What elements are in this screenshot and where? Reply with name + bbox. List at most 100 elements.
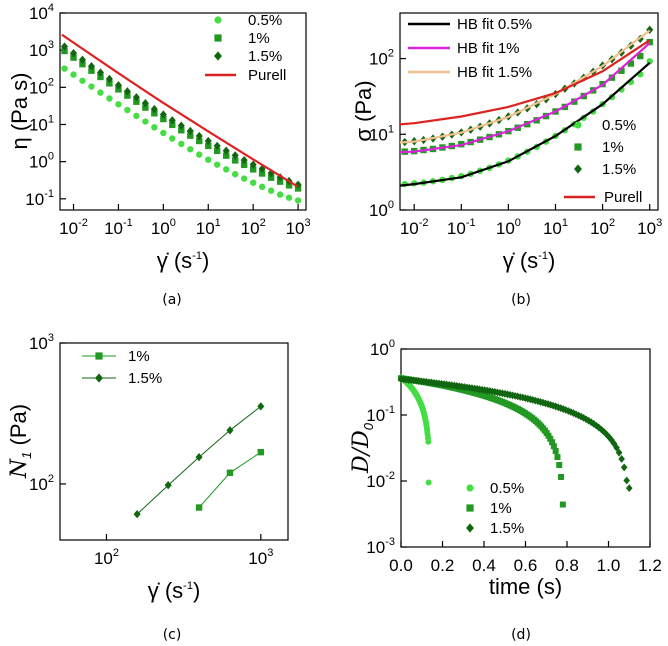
- plot-frame-a: [59, 12, 307, 211]
- legend-label-a-0: 0.5%: [248, 12, 282, 29]
- point-c-0-0: [195, 504, 203, 511]
- point-a-0-16: [205, 156, 212, 163]
- x-tick-label-a-2: 100: [151, 217, 176, 238]
- point-a-1-19: [232, 157, 239, 164]
- x-tick-label-a-5: 103: [286, 217, 311, 238]
- panel-b: 10-2 10-1 100 101 102 103 100 101 102 γ̇ (s-1) σ (…: [351, 12, 662, 273]
- point-d-0-89: [425, 438, 432, 445]
- legend-label-c-0: 1%: [128, 348, 150, 365]
- legend-marker-c-1: [95, 373, 103, 383]
- x-axis-label-a: γ̇ (s-1): [157, 248, 210, 273]
- point-d-2-86: [615, 448, 623, 457]
- point-a-1-10: [151, 110, 158, 117]
- point-a-0-4: [97, 89, 104, 96]
- legend-label-c-1: 1.5%: [128, 370, 162, 387]
- point-a-1-0: [61, 47, 68, 55]
- legend-marker-d-0: [466, 484, 474, 492]
- point-a-2-14: [186, 126, 194, 136]
- legend-label-b-6: Purell: [604, 189, 642, 206]
- legend-marker-b-1: [574, 143, 582, 151]
- point-a-0-9: [142, 118, 149, 125]
- point-a-2-21: [249, 160, 257, 169]
- point-a-0-24: [276, 191, 284, 198]
- point-a-2-13: [177, 121, 185, 130]
- x-tick-label-b-3: 101: [543, 217, 568, 238]
- point-a-1-22: [258, 170, 266, 177]
- x-tick-label-a-4: 102: [241, 217, 266, 238]
- x-tick-label-d-1: 0.2: [431, 556, 455, 575]
- legend-marker-b-2: [574, 164, 582, 174]
- point-a-0-12: [169, 135, 176, 142]
- point-a-1-11: [160, 115, 167, 123]
- caption-d: (d): [511, 627, 531, 643]
- point-a-0-3: [88, 83, 95, 90]
- legend-marker-d-2: [466, 523, 474, 533]
- x-tick-label-a-3: 101: [196, 217, 221, 238]
- point-a-1-17: [213, 147, 221, 155]
- legend-label-d-0: 0.5%: [490, 480, 524, 497]
- point-a-1-12: [169, 121, 176, 129]
- point-a-2-7: [123, 87, 131, 96]
- point-d-2-85: [613, 443, 620, 452]
- y-axis-label-c: N1 (Pa): [6, 404, 34, 479]
- point-a-2-11: [159, 110, 167, 119]
- point-d-2-88: [620, 463, 628, 472]
- y-axis-label-d: D/D0: [349, 422, 376, 474]
- plot-frame-d: [400, 348, 651, 548]
- point-a-1-24: [276, 178, 284, 185]
- y-tick-label-a-0: 10-1: [25, 188, 54, 209]
- point-d-1-88: [556, 462, 563, 469]
- plot-frame-b: [399, 12, 659, 211]
- point-a-0-26: [294, 197, 302, 204]
- y-tick-label-a-3: 102: [29, 76, 54, 97]
- point-a-1-13: [178, 127, 185, 134]
- legend-label-a-2: 1.5%: [248, 48, 282, 65]
- point-a-1-15: [196, 137, 203, 145]
- y-tick-label-c-0: 102: [29, 473, 54, 494]
- point-d-2-87: [618, 455, 625, 463]
- point-d-2-89: [623, 476, 631, 485]
- caption-a: (a): [162, 292, 182, 308]
- point-d-1-89: [558, 473, 565, 480]
- series-line-a-3: [61, 33, 299, 188]
- point-a-1-1: [70, 54, 77, 61]
- point-a-1-6: [115, 86, 122, 93]
- point-a-2-16: [204, 136, 212, 146]
- point-a-2-2: [78, 55, 86, 64]
- point-c-1-1: [164, 480, 172, 490]
- point-d-1-83: [547, 435, 554, 442]
- series-line-c-0: [198, 451, 262, 508]
- point-a-0-25: [285, 194, 293, 201]
- point-d-0-90: [425, 479, 432, 486]
- y-axis-label-a: η (Pa s): [7, 72, 32, 149]
- point-a-1-14: [187, 132, 194, 139]
- point-a-1-2: [79, 60, 86, 68]
- y-tick-label-b-1: 101: [369, 123, 394, 144]
- point-a-0-0: [61, 65, 68, 72]
- point-a-0-15: [196, 151, 203, 158]
- x-tick-label-a-1: 10-1: [104, 217, 133, 238]
- y-tick-label-d-2: 10-1: [366, 404, 395, 425]
- series-line-b-6: [399, 39, 651, 126]
- point-a-2-20: [240, 155, 248, 165]
- point-a-0-19: [232, 170, 239, 178]
- x-axis-label-b: γ̇ (s-1): [503, 248, 556, 273]
- point-a-2-15: [195, 131, 203, 141]
- point-a-2-5: [105, 74, 113, 84]
- legend-label-b-3: HB fit 0.5%: [457, 16, 532, 33]
- point-b-1-24: [627, 60, 635, 67]
- y-tick-label-b-2: 102: [369, 48, 394, 69]
- y-tick-label-a-1: 100: [29, 151, 54, 172]
- point-a-0-8: [133, 112, 140, 120]
- legend-label-b-2: 1.5%: [602, 161, 636, 178]
- x-tick-label-d-2: 0.4: [472, 556, 496, 575]
- x-tick-label-c-0: 102: [94, 547, 119, 568]
- point-c-1-3: [226, 426, 234, 435]
- point-a-1-25: [285, 182, 293, 189]
- y-tick-label-a-4: 103: [29, 39, 54, 60]
- x-tick-label-d-5: 1.0: [597, 556, 621, 575]
- point-b-1-26: [646, 38, 653, 46]
- legend-marker-a-2: [214, 51, 222, 61]
- x-tick-label-b-2: 100: [496, 217, 521, 238]
